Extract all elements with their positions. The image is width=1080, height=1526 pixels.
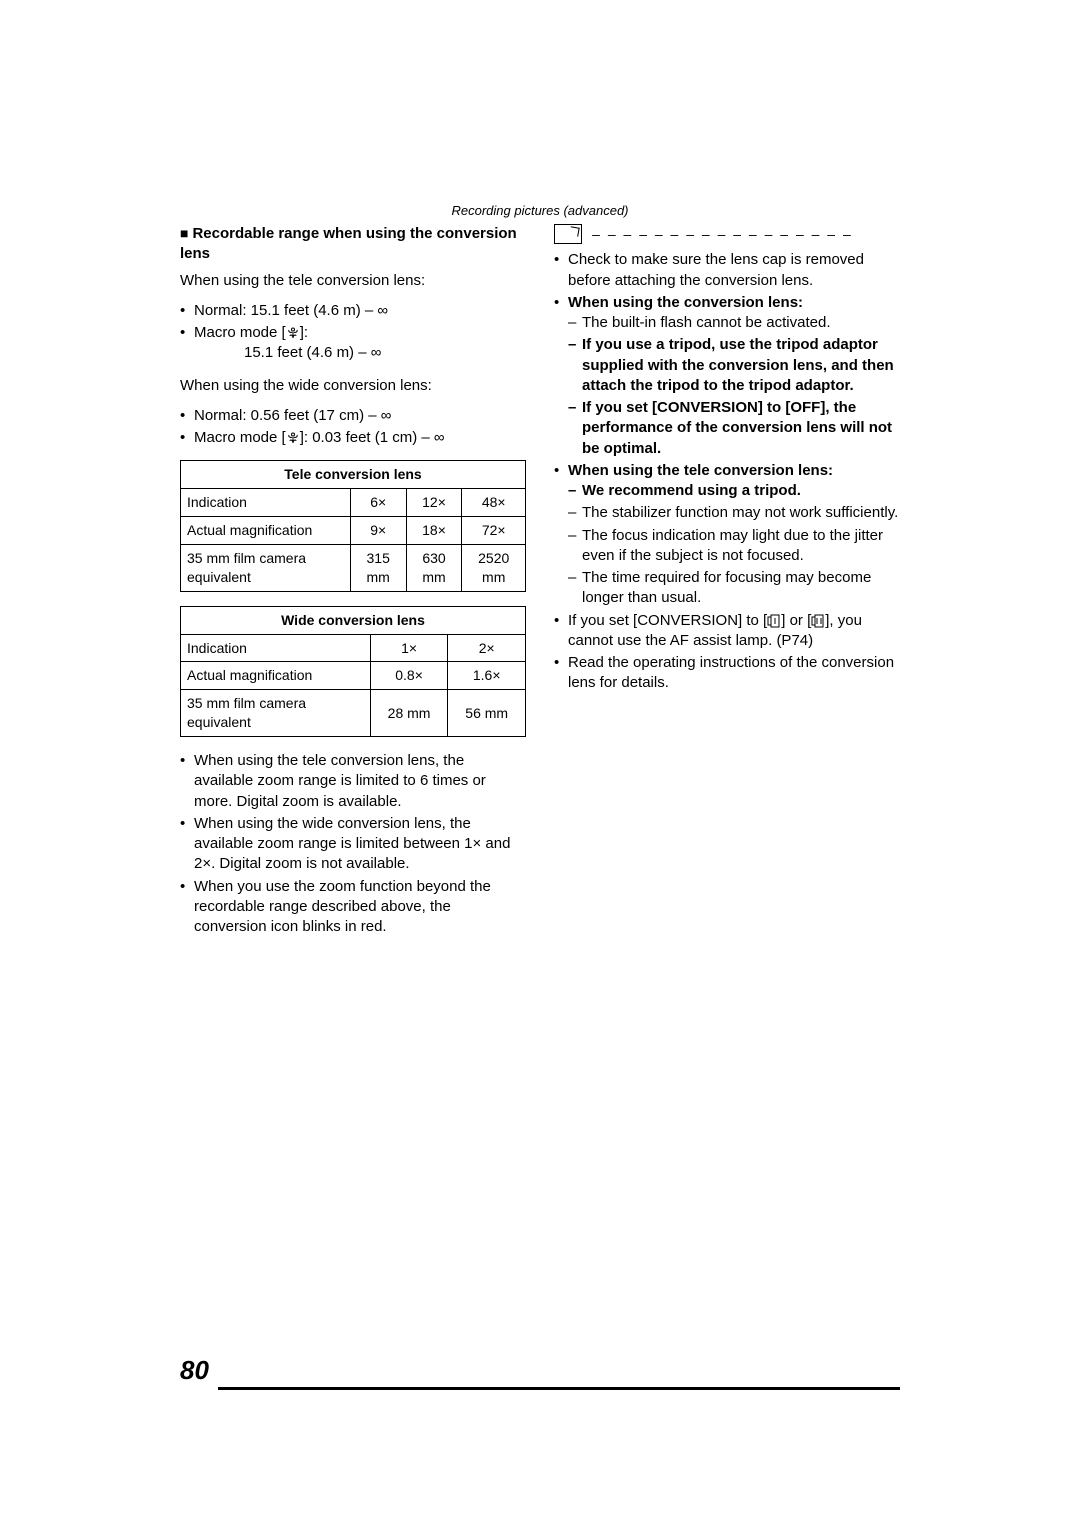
text: ]: 0.03 feet (1 cm) – ∞	[300, 429, 445, 446]
dash-divider: – – – – – – – – – – – – – – – – –	[592, 225, 853, 244]
wide-lens-icon	[811, 614, 825, 628]
section-header: Recording pictures (advanced)	[0, 203, 1080, 218]
cell: 28 mm	[370, 690, 448, 737]
wide-conversion-table: Wide conversion lens Indication 1× 2× Ac…	[180, 606, 526, 737]
footer-rule	[218, 1387, 900, 1390]
page-number: 80	[180, 1355, 209, 1386]
list-item: Normal: 0.56 feet (17 cm) – ∞	[180, 406, 526, 426]
cell: 2520 mm	[462, 544, 526, 591]
list-item: When using the tele conversion lens, the…	[180, 751, 526, 812]
tele-intro: When using the tele conversion lens:	[180, 271, 526, 291]
cell: Indication	[181, 634, 371, 662]
cell: 6×	[350, 489, 406, 517]
table-caption: Wide conversion lens	[181, 606, 526, 634]
cell: 48×	[462, 489, 526, 517]
subsection-title: ■Recordable range when using the convers…	[180, 224, 526, 265]
table-row: Actual magnification 0.8× 1.6×	[181, 662, 526, 690]
cell: 315 mm	[350, 544, 406, 591]
list-item: Macro mode [ ]: 0.03 feet (1 cm) – ∞	[180, 428, 526, 448]
cell: 1×	[370, 634, 448, 662]
text: Macro mode [	[194, 429, 286, 446]
table-row: Actual magnification 9× 18× 72×	[181, 517, 526, 545]
cell: 1.6×	[448, 662, 526, 690]
table-row: Indication 1× 2×	[181, 634, 526, 662]
table-caption: Tele conversion lens	[181, 461, 526, 489]
table-row: Indication 6× 12× 48×	[181, 489, 526, 517]
list-item: If you use a tripod, use the tripod adap…	[568, 335, 900, 396]
note-header: – – – – – – – – – – – – – – – – –	[554, 224, 900, 244]
tele-lens-icon	[767, 614, 781, 628]
list-item: If you set [CONVERSION] to [OFF], the pe…	[568, 398, 900, 459]
cell: 9×	[350, 517, 406, 545]
cell: 35 mm film camera equivalent	[181, 544, 351, 591]
cell: 56 mm	[448, 690, 526, 737]
table-row: 35 mm film camera equivalent 315 mm 630 …	[181, 544, 526, 591]
text: ] or [	[781, 612, 811, 629]
macro-flower-icon	[286, 327, 300, 339]
cell: 35 mm film camera equivalent	[181, 690, 371, 737]
list-item: The time required for focusing may becom…	[568, 568, 900, 609]
bold-text: When using the tele conversion lens:	[568, 462, 833, 479]
text: Normal: 0.56 feet (17 cm) – ∞	[194, 407, 391, 424]
cell: 630 mm	[406, 544, 462, 591]
cell: 2×	[448, 634, 526, 662]
square-bullet-icon: ■	[180, 225, 188, 241]
cell: 18×	[406, 517, 462, 545]
cell: 12×	[406, 489, 462, 517]
right-column: – – – – – – – – – – – – – – – – – Check …	[554, 224, 900, 947]
text: If you set [CONVERSION] to [	[568, 612, 767, 629]
cell: 72×	[462, 517, 526, 545]
list-item: When you use the zoom function beyond th…	[180, 877, 526, 938]
list-item: When using the conversion lens: The buil…	[554, 293, 900, 459]
wide-range-list: Normal: 0.56 feet (17 cm) – ∞ Macro mode…	[180, 406, 526, 449]
tele-range-list: Normal: 15.1 feet (4.6 m) – ∞ Macro mode…	[180, 301, 526, 364]
list-item: When using the tele conversion lens: We …	[554, 461, 900, 609]
left-notes-list: When using the tele conversion lens, the…	[180, 751, 526, 937]
manual-page: Recording pictures (advanced) ■Recordabl…	[0, 0, 1080, 1526]
sub-list: We recommend using a tripod. The stabili…	[568, 481, 900, 609]
list-item: Macro mode []: 15.1 feet (4.6 m) – ∞	[180, 323, 526, 364]
text: ]:	[300, 324, 308, 341]
table-row: 35 mm film camera equivalent 28 mm 56 mm	[181, 690, 526, 737]
list-item: We recommend using a tripod.	[568, 481, 900, 501]
cell: 0.8×	[370, 662, 448, 690]
list-item: Check to make sure the lens cap is remov…	[554, 250, 900, 291]
bold-text: When using the conversion lens:	[568, 294, 803, 311]
list-item: Read the operating instructions of the c…	[554, 653, 900, 694]
left-column: ■Recordable range when using the convers…	[180, 224, 526, 947]
list-item: The focus indication may light due to th…	[568, 526, 900, 567]
list-item: When using the wide conversion lens, the…	[180, 814, 526, 875]
macro-value: 15.1 feet (4.6 m) – ∞	[194, 343, 526, 363]
text: Macro mode [	[194, 324, 286, 341]
right-notes-list: Check to make sure the lens cap is remov…	[554, 250, 900, 693]
cell: Actual magnification	[181, 517, 351, 545]
tele-conversion-table: Tele conversion lens Indication 6× 12× 4…	[180, 460, 526, 591]
text: Normal: 15.1 feet (4.6 m) – ∞	[194, 302, 388, 319]
content-columns: ■Recordable range when using the convers…	[180, 224, 900, 947]
note-icon	[554, 224, 582, 244]
wide-intro: When using the wide conversion lens:	[180, 376, 526, 396]
list-item: The stabilizer function may not work suf…	[568, 503, 900, 523]
subsection-title-text: Recordable range when using the conversi…	[180, 225, 517, 262]
list-item: The built-in flash cannot be activated.	[568, 313, 900, 333]
cell: Indication	[181, 489, 351, 517]
sub-list: The built-in flash cannot be activated. …	[568, 313, 900, 459]
list-item: Normal: 15.1 feet (4.6 m) – ∞	[180, 301, 526, 321]
list-item: If you set [CONVERSION] to [] or [], you…	[554, 611, 900, 652]
cell: Actual magnification	[181, 662, 371, 690]
macro-flower-icon	[286, 432, 300, 444]
